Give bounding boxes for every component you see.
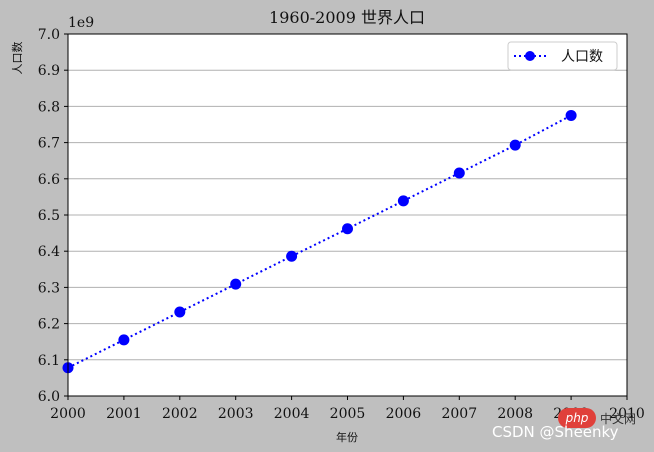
y-tick-label: 6.9 [38, 63, 60, 79]
data-point [286, 250, 298, 262]
data-point [230, 278, 242, 290]
data-point [397, 195, 409, 207]
legend: 人口数 [507, 41, 618, 71]
x-tick-label: 2006 [386, 406, 422, 422]
x-tick-label: 2000 [50, 406, 86, 422]
y-tick-label: 6.4 [38, 244, 60, 260]
x-tick-label: 2003 [218, 406, 254, 422]
x-tick-label: 2004 [274, 406, 310, 422]
y-axis-title: 人口数 [11, 42, 24, 75]
y-tick-label: 6.7 [38, 136, 60, 152]
data-point [453, 167, 465, 179]
data-point [174, 306, 186, 318]
data-point [342, 223, 353, 235]
x-tick-label: 2002 [162, 406, 198, 422]
series-line [67, 114, 572, 369]
y-axis: 6.0 6.1 6.2 6.3 6.4 6.5 6.6 6.7 6.8 6.9 7.0 [38, 27, 68, 405]
legend-box [507, 41, 618, 71]
watermark: php 中文网 CSDN @Sheenky [492, 408, 636, 441]
x-axis-title: 年份 [336, 430, 358, 444]
y-tick-label: 6.5 [38, 208, 60, 224]
y-tick-label: 7.0 [38, 27, 60, 43]
x-tick-label: 2008 [497, 406, 533, 422]
y-tick-label: 6.8 [38, 99, 60, 115]
legend-label: 人口数 [561, 49, 603, 65]
series-marks [62, 109, 577, 374]
y-tick-label: 6.2 [38, 317, 60, 333]
php-badge [558, 408, 596, 428]
php-badge-text: php [565, 411, 589, 425]
data-point [565, 109, 577, 121]
y-tick-label: 6.1 [38, 353, 60, 369]
y-tick-label: 6.6 [38, 172, 60, 188]
y-offset-label: 1e9 [68, 15, 94, 31]
data-point [509, 139, 521, 151]
legend-marker [525, 51, 535, 61]
x-tick-label: 2005 [330, 406, 366, 422]
watermark-site: 中文网 [600, 411, 636, 426]
y-tick-label: 6.0 [38, 389, 60, 405]
chart-title: 1960-2009 世界人口 [269, 8, 425, 27]
watermark-credit: CSDN @Sheenky [492, 423, 619, 441]
x-tick-label: 2007 [441, 406, 477, 422]
x-tick-label: 2001 [106, 406, 142, 422]
y-tick-label: 6.3 [38, 280, 60, 296]
x-tick-label: 2010 [609, 406, 645, 422]
data-point [118, 334, 130, 346]
x-axis: 2000200120022003200420052006200720082009… [50, 396, 645, 422]
